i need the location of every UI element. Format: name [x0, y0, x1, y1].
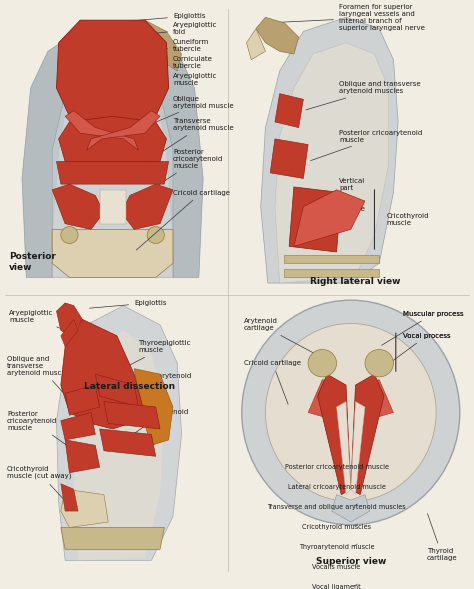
- Polygon shape: [52, 229, 173, 277]
- Polygon shape: [351, 374, 384, 495]
- Polygon shape: [61, 319, 143, 429]
- Text: Cuneiform
tubercle: Cuneiform tubercle: [150, 39, 209, 52]
- Text: Aryepiglottic
muscle: Aryepiglottic muscle: [9, 310, 63, 329]
- Ellipse shape: [365, 349, 393, 377]
- Polygon shape: [256, 17, 299, 54]
- Text: Vocal process: Vocal process: [403, 333, 450, 339]
- Polygon shape: [275, 94, 303, 128]
- Polygon shape: [332, 495, 370, 522]
- Text: Thyroarytenoid muscle: Thyroarytenoid muscle: [299, 544, 374, 550]
- Polygon shape: [318, 374, 351, 495]
- Polygon shape: [61, 528, 164, 550]
- Polygon shape: [61, 319, 78, 347]
- Polygon shape: [61, 489, 108, 528]
- Text: Aryepiglottic
fold: Aryepiglottic fold: [150, 22, 218, 35]
- Polygon shape: [65, 111, 138, 150]
- Text: Transverse
arytenoid muscle: Transverse arytenoid muscle: [145, 118, 234, 163]
- Polygon shape: [56, 20, 169, 130]
- Polygon shape: [284, 269, 379, 277]
- Polygon shape: [134, 369, 173, 445]
- Polygon shape: [59, 116, 166, 161]
- Polygon shape: [61, 484, 78, 511]
- Polygon shape: [95, 374, 138, 407]
- Text: Cricoid cartilage: Cricoid cartilage: [244, 360, 301, 405]
- Polygon shape: [284, 255, 379, 263]
- Text: Epiglottis: Epiglottis: [126, 13, 205, 21]
- Text: Superior view: Superior view: [316, 557, 386, 566]
- Text: Oblique
part: Oblique part: [339, 206, 366, 224]
- Text: Transverse and oblique arytenoid muscles: Transverse and oblique arytenoid muscles: [267, 504, 406, 510]
- Text: Arytenoid
cartilage: Arytenoid cartilage: [244, 318, 320, 356]
- Polygon shape: [22, 37, 80, 277]
- Text: Thyroid
cartilage: Thyroid cartilage: [427, 514, 457, 561]
- Polygon shape: [74, 330, 164, 560]
- Polygon shape: [275, 43, 389, 283]
- Polygon shape: [104, 402, 160, 429]
- Ellipse shape: [308, 349, 337, 377]
- Ellipse shape: [147, 227, 164, 243]
- Polygon shape: [65, 20, 91, 77]
- Polygon shape: [52, 43, 173, 277]
- Ellipse shape: [265, 323, 436, 501]
- Polygon shape: [56, 306, 182, 560]
- Polygon shape: [289, 187, 341, 252]
- Text: Thyroarytenoid
muscle: Thyroarytenoid muscle: [132, 373, 191, 411]
- Text: Corniculate
tubercle: Corniculate tubercle: [150, 56, 213, 69]
- Polygon shape: [65, 440, 100, 473]
- Polygon shape: [61, 412, 95, 440]
- Text: Vocal process: Vocal process: [377, 333, 450, 372]
- Text: Posterior
cricoarytenoid
muscle: Posterior cricoarytenoid muscle: [7, 411, 80, 455]
- Text: Vertical
part: Vertical part: [320, 178, 365, 203]
- Polygon shape: [56, 303, 82, 336]
- Text: Oblique
arytenoid muscle: Oblique arytenoid muscle: [146, 95, 234, 127]
- Polygon shape: [145, 37, 203, 277]
- Text: Cricothyroid
muscle: Cricothyroid muscle: [386, 213, 429, 226]
- Ellipse shape: [61, 227, 78, 243]
- Ellipse shape: [242, 300, 460, 525]
- Polygon shape: [294, 190, 365, 246]
- Polygon shape: [121, 184, 173, 229]
- Polygon shape: [351, 402, 365, 495]
- Text: Aryepiglottic
muscle: Aryepiglottic muscle: [150, 73, 218, 86]
- Text: Muscular process: Muscular process: [382, 311, 464, 345]
- Polygon shape: [308, 379, 341, 418]
- Text: Oblique and transverse
arytenoid muscles: Oblique and transverse arytenoid muscles: [306, 81, 420, 110]
- Text: Posterior cricoarytenoid muscle: Posterior cricoarytenoid muscle: [284, 464, 389, 470]
- Polygon shape: [87, 111, 160, 150]
- Polygon shape: [52, 184, 104, 229]
- Text: Vocalis muscle: Vocalis muscle: [312, 564, 361, 570]
- Text: Cricoid cartilage: Cricoid cartilage: [136, 190, 230, 250]
- Text: Foramen for superior
laryngeal vessels and
internal branch of
superior laryngeal: Foramen for superior laryngeal vessels a…: [268, 4, 425, 31]
- Polygon shape: [246, 29, 265, 59]
- Text: Cricothyroid
muscle (cut away): Cricothyroid muscle (cut away): [7, 466, 72, 504]
- Polygon shape: [65, 385, 100, 415]
- Text: Posterior
cricoarytenoid
muscle: Posterior cricoarytenoid muscle: [137, 148, 223, 200]
- Text: Lateral dissection: Lateral dissection: [84, 382, 175, 391]
- Polygon shape: [261, 17, 398, 283]
- Text: Oblique and
transverse
arytenoid muscles: Oblique and transverse arytenoid muscles: [7, 356, 72, 402]
- Polygon shape: [100, 429, 155, 456]
- Text: Muscular process: Muscular process: [403, 311, 464, 317]
- Polygon shape: [270, 139, 308, 178]
- Polygon shape: [56, 161, 169, 184]
- Text: Posterior
view: Posterior view: [9, 252, 56, 272]
- Text: Thyroepiglottic
muscle: Thyroepiglottic muscle: [115, 340, 191, 373]
- Text: Cricothyroid muscles: Cricothyroid muscles: [302, 524, 371, 530]
- Polygon shape: [100, 190, 126, 224]
- Text: Lateral cricoarytenoid muscle: Lateral cricoarytenoid muscle: [288, 484, 385, 490]
- Text: Posterior cricoarytenoid
muscle: Posterior cricoarytenoid muscle: [311, 130, 422, 161]
- Text: Epiglottis: Epiglottis: [90, 300, 167, 308]
- Text: Vocal ligament: Vocal ligament: [312, 584, 361, 589]
- Polygon shape: [360, 379, 393, 418]
- Polygon shape: [337, 402, 351, 495]
- Text: Lateral
cricoarytenoid
muscle: Lateral cricoarytenoid muscle: [128, 402, 189, 438]
- Text: Right lateral view: Right lateral view: [310, 277, 401, 286]
- Polygon shape: [145, 20, 182, 71]
